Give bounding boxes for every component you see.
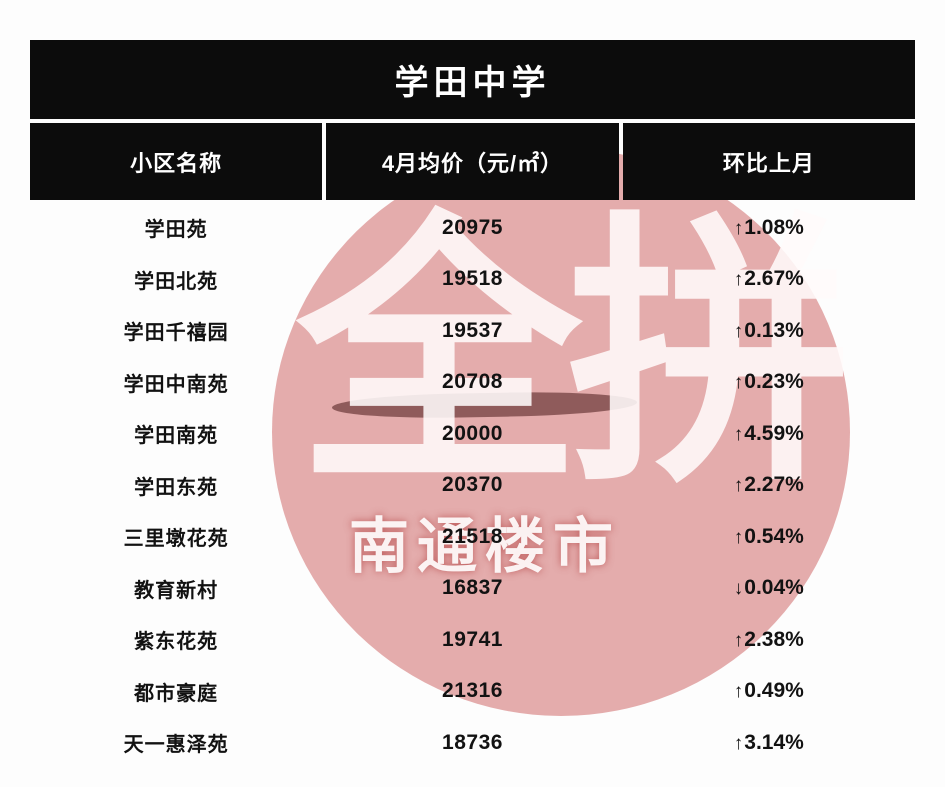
up-arrow-icon: ↑ xyxy=(733,681,744,703)
community-name: 紫东花苑 xyxy=(134,631,219,654)
table-row: 学田南苑 20000 ↑4.59% xyxy=(30,408,915,460)
price-value: 20708 xyxy=(442,370,503,394)
up-arrow-icon: ↑ xyxy=(733,217,744,239)
price-value: 16837 xyxy=(442,576,503,600)
price-value: 21518 xyxy=(442,524,503,548)
down-arrow-icon: ↓ xyxy=(733,578,744,600)
table-body: 学田苑 20975 ↑1.08% 学田北苑 19518 ↑2.67% 学田千禧园… xyxy=(30,202,915,769)
change-percent: 0.23% xyxy=(744,370,804,394)
table-row: 都市豪庭 21316 ↑0.49% xyxy=(30,666,915,718)
community-name: 学田千禧园 xyxy=(123,322,229,345)
column-header-mom-change: 环比上月 xyxy=(622,123,915,200)
table-row: 学田中南苑 20708 ↑0.23% xyxy=(30,357,915,409)
price-value: 20975 xyxy=(442,215,503,239)
change-cell: ↓0.04% xyxy=(623,576,915,600)
price-value: 20000 xyxy=(442,421,503,445)
price-value: 19741 xyxy=(442,627,503,651)
table-row: 天一惠泽苑 18736 ↑3.14% xyxy=(30,717,915,769)
change-percent: 0.54% xyxy=(744,524,804,548)
up-arrow-icon: ↑ xyxy=(733,526,744,548)
table-header-row: 小区名称 4月均价（元/㎡） 环比上月 xyxy=(30,123,915,200)
price-value: 19537 xyxy=(442,318,503,342)
up-arrow-icon: ↑ xyxy=(733,423,744,445)
up-arrow-icon: ↑ xyxy=(733,732,744,754)
change-percent: 0.49% xyxy=(744,679,804,703)
community-name: 三里墩花苑 xyxy=(123,528,229,551)
community-name: 学田中南苑 xyxy=(123,373,229,396)
table-row: 紫东花苑 19741 ↑2.38% xyxy=(30,614,915,666)
change-percent: 0.13% xyxy=(744,318,804,342)
change-cell: ↑1.08% xyxy=(623,216,915,240)
community-name: 教育新村 xyxy=(134,579,219,602)
change-percent: 3.14% xyxy=(744,730,804,754)
price-value: 18736 xyxy=(442,730,503,754)
community-name: 都市豪庭 xyxy=(134,682,219,705)
community-name: 学田南苑 xyxy=(134,425,219,448)
community-name: 学田东苑 xyxy=(134,476,219,499)
change-cell: ↑2.38% xyxy=(623,628,915,652)
community-name: 学田北苑 xyxy=(134,270,219,293)
table-row: 三里墩花苑 21518 ↑0.54% xyxy=(30,511,915,563)
change-percent: 4.59% xyxy=(744,421,804,445)
up-arrow-icon: ↑ xyxy=(733,475,744,497)
table-title: 学田中学 xyxy=(30,40,915,119)
table-row: 学田东苑 20370 ↑2.27% xyxy=(30,460,915,512)
change-cell: ↑0.54% xyxy=(623,525,915,549)
change-percent: 0.04% xyxy=(744,576,804,600)
change-percent: 1.08% xyxy=(744,215,804,239)
price-value: 19518 xyxy=(442,267,503,291)
change-cell: ↑0.23% xyxy=(623,370,915,394)
column-header-community-name: 小区名称 xyxy=(30,123,323,200)
change-cell: ↑0.49% xyxy=(623,679,915,703)
table-row: 学田苑 20975 ↑1.08% xyxy=(30,202,915,254)
change-percent: 2.38% xyxy=(744,627,804,651)
change-cell: ↑3.14% xyxy=(623,731,915,755)
community-name: 天一惠泽苑 xyxy=(123,734,229,757)
table-row: 教育新村 16837 ↓0.04% xyxy=(30,563,915,615)
change-percent: 2.67% xyxy=(744,267,804,291)
up-arrow-icon: ↑ xyxy=(733,269,744,291)
up-arrow-icon: ↑ xyxy=(733,629,744,651)
change-cell: ↑2.27% xyxy=(623,473,915,497)
table-row: 学田北苑 19518 ↑2.67% xyxy=(30,254,915,306)
column-header-april-avg-price: 4月均价（元/㎡） xyxy=(326,123,619,200)
price-value: 20370 xyxy=(442,473,503,497)
table-row: 学田千禧园 19537 ↑0.13% xyxy=(30,305,915,357)
change-cell: ↑0.13% xyxy=(623,319,915,343)
price-value: 21316 xyxy=(442,679,503,703)
up-arrow-icon: ↑ xyxy=(733,372,744,394)
change-cell: ↑2.67% xyxy=(623,267,915,291)
up-arrow-icon: ↑ xyxy=(733,320,744,342)
change-percent: 2.27% xyxy=(744,473,804,497)
community-name: 学田苑 xyxy=(144,219,208,242)
change-cell: ↑4.59% xyxy=(623,422,915,446)
